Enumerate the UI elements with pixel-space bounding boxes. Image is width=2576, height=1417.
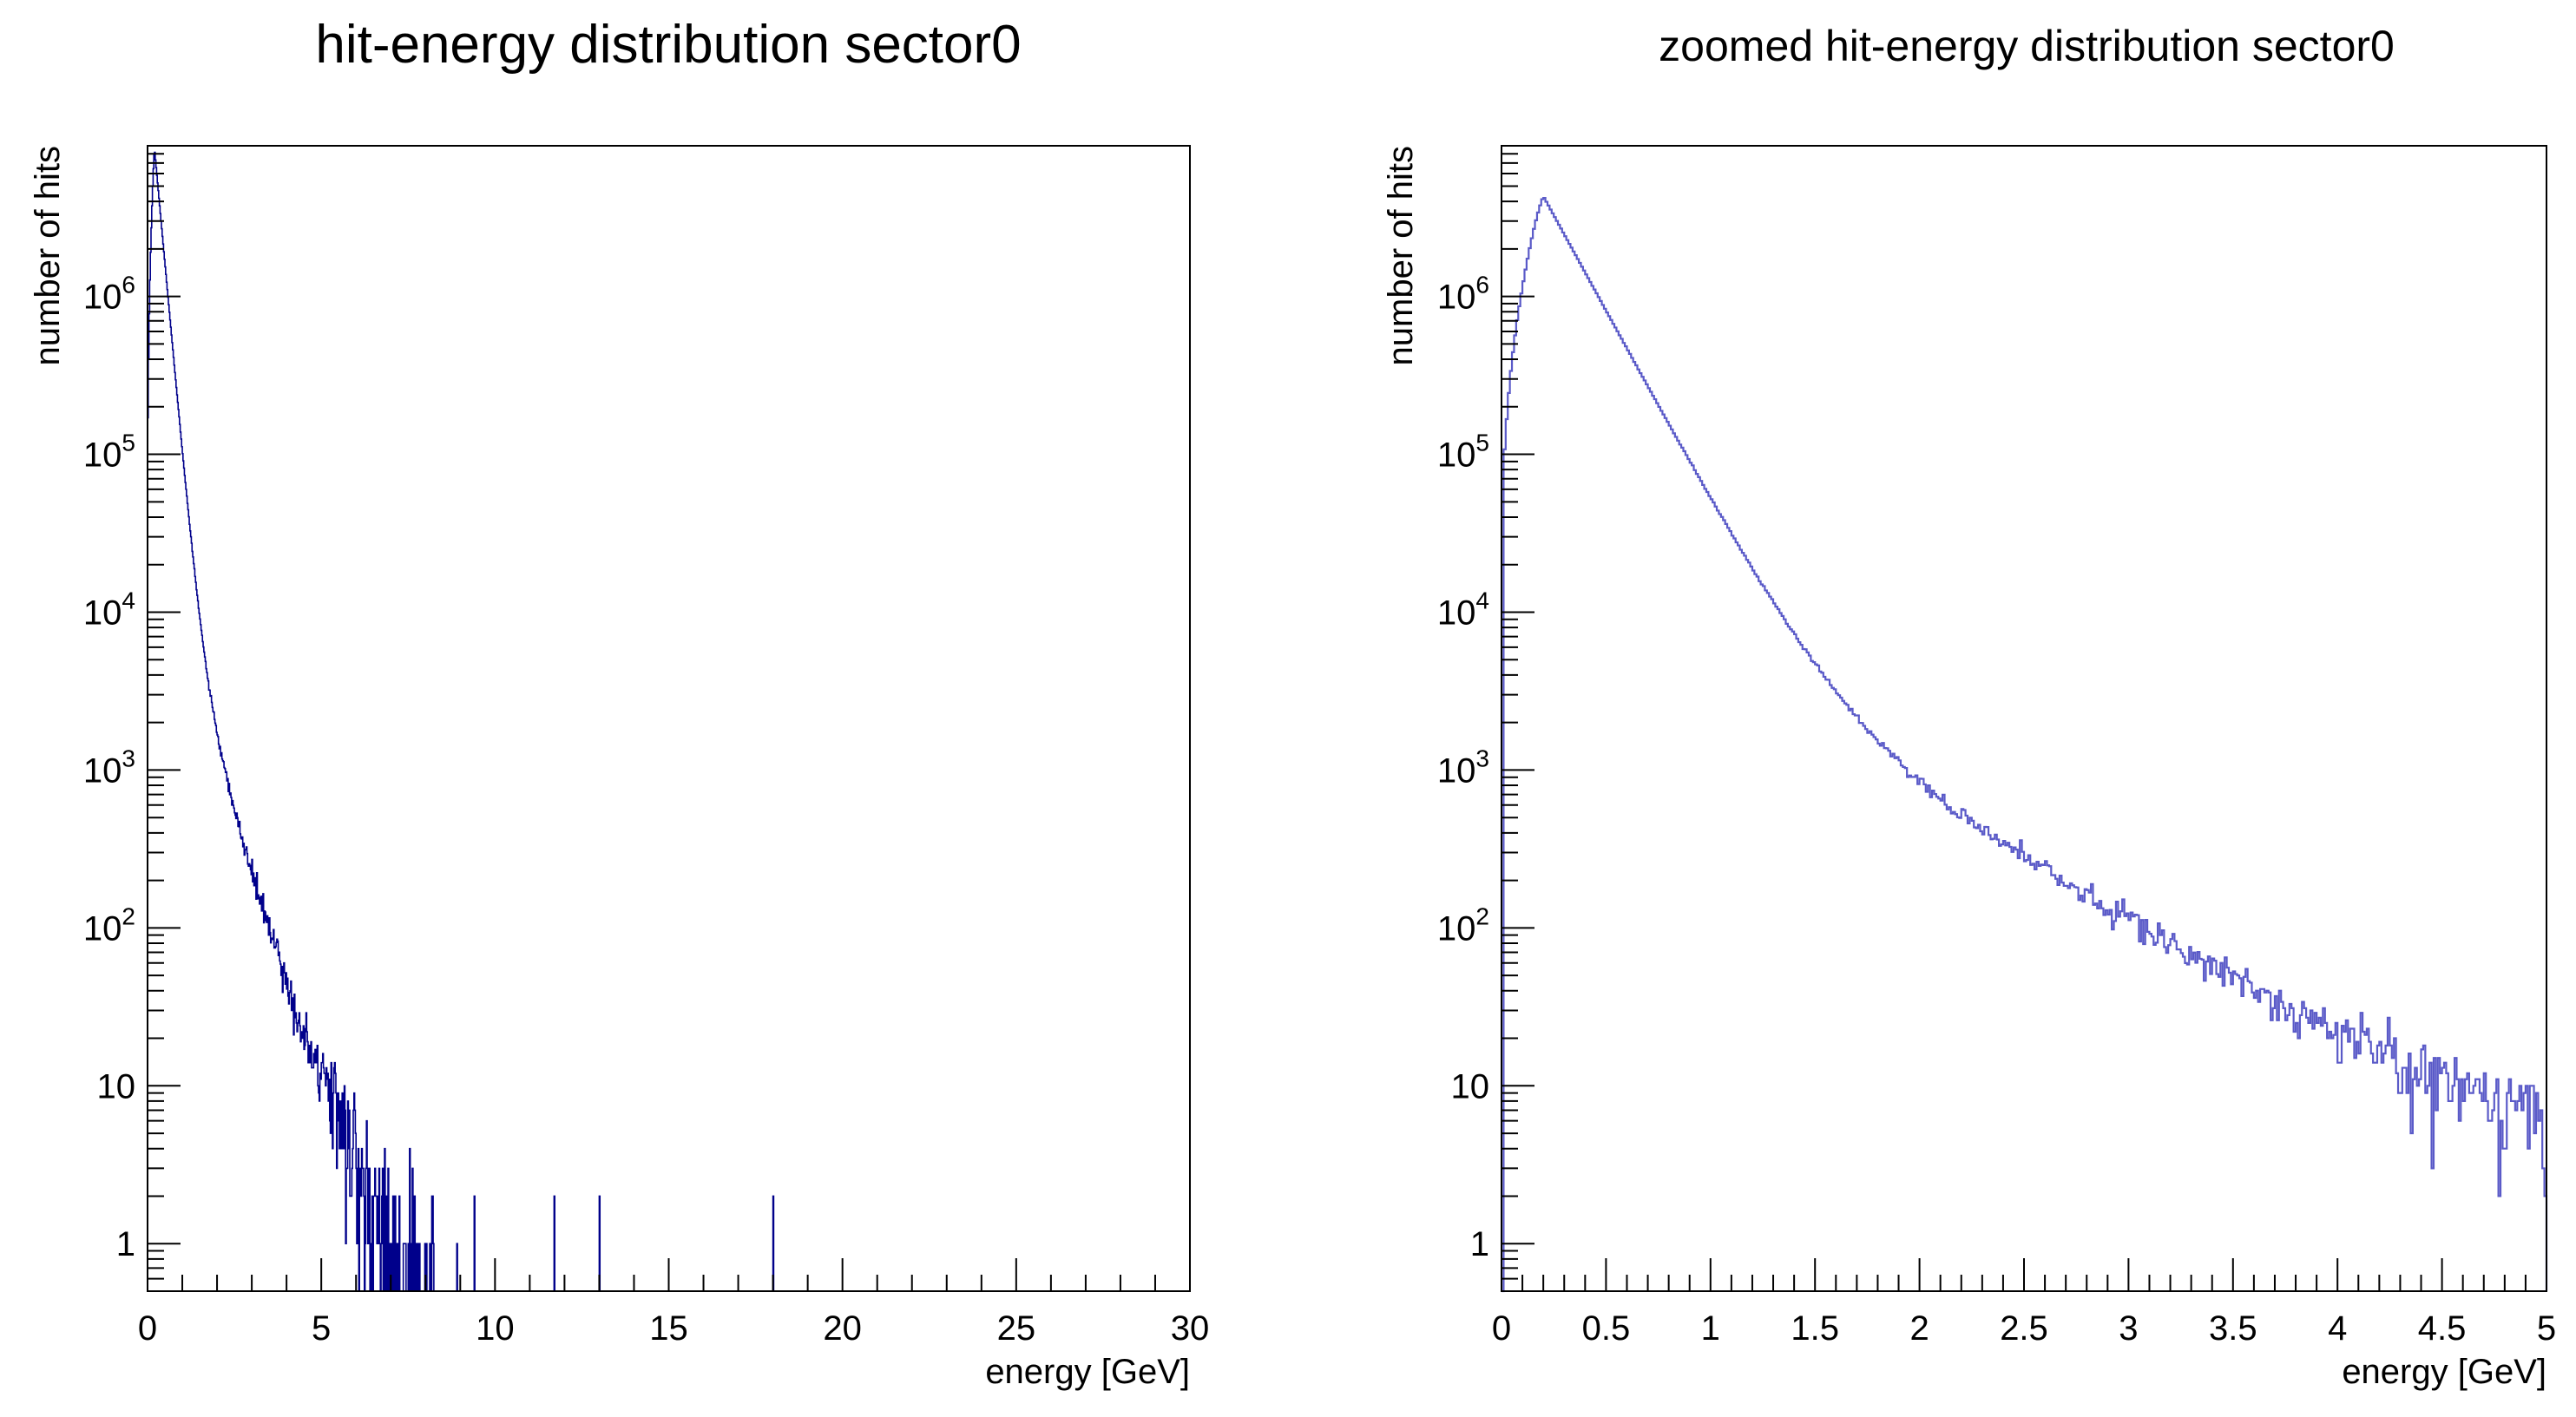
right-x-tick-label: 0 xyxy=(1492,1309,1511,1348)
left-y-tick-label: 103 xyxy=(83,745,135,790)
left-x-tick-label: 15 xyxy=(649,1309,688,1348)
left-x-tick-label: 10 xyxy=(476,1309,515,1348)
right-y-tick-label: 103 xyxy=(1437,745,1489,790)
right-x-tick-label: 5 xyxy=(2537,1309,2556,1348)
right-plot-frame xyxy=(1501,145,2547,1292)
left-y-tick-label: 104 xyxy=(83,587,135,632)
left-y-tick-label: 1 xyxy=(116,1225,135,1263)
right-x-tick-label: 1 xyxy=(1701,1309,1720,1348)
left-y-tick-label: 105 xyxy=(83,430,135,475)
right-y-tick-label: 105 xyxy=(1437,430,1489,475)
right-x-tick-label: 4 xyxy=(2328,1309,2347,1348)
right-axis-ticks: 0 0.5 1 1.5 2 2.5 3 3.5 4 4.5 5 1 10 102 103 104 105 106 xyxy=(1437,145,2556,1348)
right-x-tick-label: 3 xyxy=(2119,1309,2138,1348)
left-x-tick-label: 0 xyxy=(138,1309,157,1348)
right-histogram-line xyxy=(1502,197,2548,1293)
right-x-tick-label: 4.5 xyxy=(2418,1309,2467,1348)
left-axis-ticks: 0 5 10 15 20 25 30 1 10 102 103 104 105 106 xyxy=(83,145,1210,1348)
left-x-tick-label: 30 xyxy=(1171,1309,1210,1348)
left-y-tick-label: 102 xyxy=(83,902,135,948)
left-x-tick-label: 25 xyxy=(997,1309,1036,1348)
right-y-tick-label: 102 xyxy=(1437,902,1489,948)
right-histogram-series xyxy=(1502,197,2548,1293)
left-chart-title: hit-energy distribution sector0 xyxy=(315,15,1021,75)
right-y-tick-label: 104 xyxy=(1437,587,1489,632)
right-x-tick-label: 0.5 xyxy=(1582,1309,1631,1348)
right-chart-title: zoomed hit-energy distribution sector0 xyxy=(1659,22,2395,70)
left-y-tick-label: 106 xyxy=(83,272,135,317)
right-x-axis-title: energy [GeV] xyxy=(2342,1353,2546,1391)
left-plot-frame xyxy=(147,145,1191,1292)
left-y-axis-title: number of hits xyxy=(29,146,67,365)
right-y-tick-label: 106 xyxy=(1437,272,1489,317)
left-histogram-panel: hit-energy distribution sector0 0 5 10 15 20… xyxy=(29,15,1209,1391)
right-x-tick-label: 2 xyxy=(1909,1309,1929,1348)
left-x-axis-title: energy [GeV] xyxy=(985,1353,1190,1391)
right-y-tick-label: 10 xyxy=(1451,1067,1490,1105)
right-y-tick-label: 1 xyxy=(1470,1225,1489,1263)
right-x-tick-label: 1.5 xyxy=(1791,1309,1839,1348)
left-x-tick-label: 20 xyxy=(823,1309,862,1348)
right-x-tick-label: 2.5 xyxy=(2000,1309,2048,1348)
left-x-tick-label: 5 xyxy=(312,1309,331,1348)
right-histogram-panel: zoomed hit-energy distribution sector0 0… xyxy=(1382,22,2556,1391)
right-y-axis-title: number of hits xyxy=(1382,146,1420,365)
right-x-tick-label: 3.5 xyxy=(2209,1309,2257,1348)
left-y-tick-label: 10 xyxy=(97,1067,136,1105)
